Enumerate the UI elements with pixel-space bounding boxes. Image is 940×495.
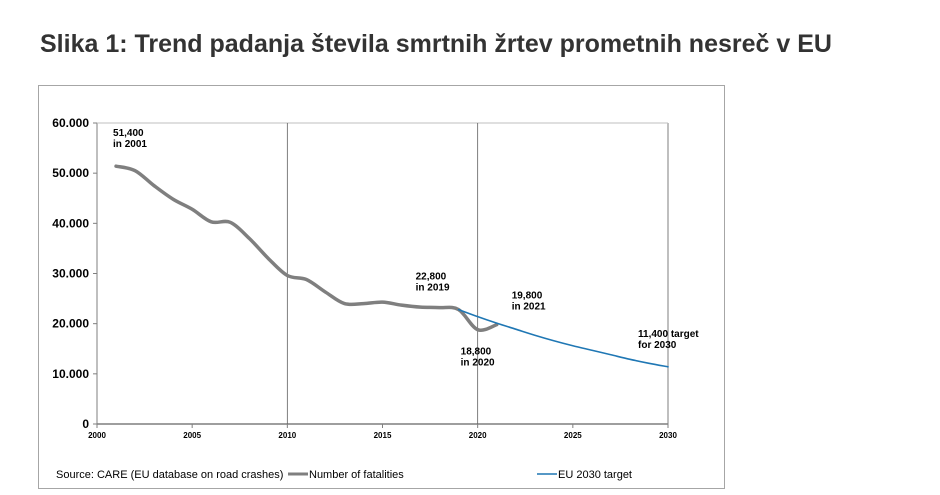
data-annotation: 51,400 <box>113 128 144 139</box>
x-tick-label: 2030 <box>659 431 677 440</box>
x-tick-label: 2020 <box>469 431 487 440</box>
legend-label: Number of fatalities <box>309 469 404 481</box>
data-annotation: in 2001 <box>113 139 147 150</box>
y-tick-label: 10.000 <box>52 367 89 381</box>
x-tick-label: 2025 <box>564 431 582 440</box>
x-tick-label: 2015 <box>374 431 392 440</box>
data-annotation: in 2019 <box>416 283 450 294</box>
y-tick-label: 0 <box>82 417 89 431</box>
series-line-fatalities <box>114 164 499 332</box>
data-annotation: 22,800 <box>416 272 447 283</box>
chart-frame <box>38 85 725 489</box>
y-tick-label: 60.000 <box>52 116 89 130</box>
y-tick-label: 20.000 <box>52 317 89 331</box>
y-tick-label: 40.000 <box>52 216 89 230</box>
data-annotation: 19,800 <box>512 291 543 302</box>
data-annotation: for 2030 <box>638 340 677 351</box>
series-line-target <box>457 308 669 368</box>
y-tick-label: 50.000 <box>52 166 89 180</box>
source-note: Source: CARE (EU database on road crashe… <box>56 469 283 481</box>
data-annotation: in 2020 <box>461 358 495 369</box>
x-tick-label: 2010 <box>278 431 296 440</box>
x-tick-label: 2000 <box>88 431 106 440</box>
data-annotation: 18,800 <box>461 347 492 358</box>
page-title: Slika 1: Trend padanja števila smrtnih ž… <box>40 30 832 58</box>
y-tick-label: 30.000 <box>52 267 89 281</box>
data-annotation: in 2021 <box>512 302 546 313</box>
data-annotation: 11,400 target <box>638 329 699 340</box>
legend-label: EU 2030 target <box>558 469 632 481</box>
x-tick-label: 2005 <box>183 431 201 440</box>
